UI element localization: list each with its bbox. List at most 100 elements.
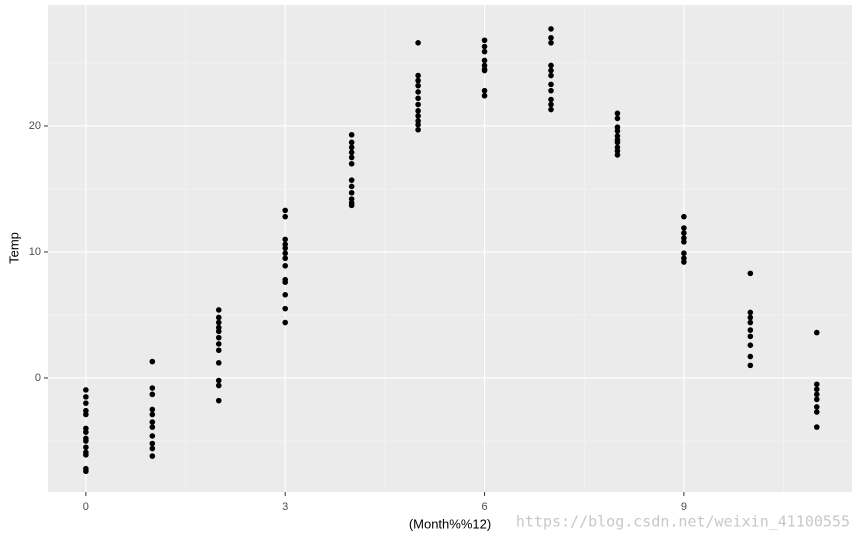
point	[348, 183, 355, 190]
point	[215, 341, 222, 347]
point	[415, 121, 421, 128]
point	[481, 48, 488, 55]
point	[813, 386, 820, 393]
x-axis-title: (Month%%12)	[409, 516, 491, 531]
point	[747, 353, 754, 360]
point	[282, 319, 289, 326]
point	[481, 57, 488, 64]
point	[215, 314, 222, 321]
point	[348, 189, 355, 196]
point	[813, 381, 820, 388]
point	[548, 26, 554, 32]
watermark: https://blog.csdn.net/weixin_41100555	[516, 513, 850, 531]
point	[215, 382, 222, 389]
point	[282, 279, 289, 286]
point	[747, 319, 754, 326]
point	[548, 106, 554, 113]
point	[282, 213, 289, 220]
point	[282, 292, 289, 298]
point	[548, 87, 554, 94]
point	[813, 424, 820, 430]
point	[813, 396, 820, 403]
y-axis-title: Temp	[6, 232, 21, 264]
point	[282, 305, 289, 312]
x-tick-label: 9	[681, 501, 687, 513]
point	[415, 72, 421, 79]
point	[149, 440, 156, 447]
point	[83, 394, 89, 400]
point	[481, 43, 488, 50]
point	[215, 328, 222, 335]
point	[348, 154, 355, 161]
point	[747, 314, 754, 321]
point	[747, 333, 754, 340]
point	[215, 377, 222, 384]
point	[348, 160, 355, 167]
point	[348, 144, 355, 151]
point	[415, 40, 421, 46]
y-tick-label: 20	[29, 120, 41, 132]
point	[548, 72, 554, 79]
point	[614, 152, 621, 158]
point	[747, 270, 754, 277]
point	[747, 327, 754, 333]
point	[548, 67, 554, 74]
point	[149, 411, 156, 418]
point	[415, 108, 421, 114]
point	[282, 207, 289, 214]
point	[149, 358, 156, 365]
point	[83, 400, 89, 406]
point	[813, 409, 820, 415]
point	[83, 387, 89, 393]
point	[282, 255, 289, 262]
point	[348, 177, 355, 183]
point	[83, 468, 89, 475]
point	[747, 342, 754, 349]
point	[282, 236, 289, 243]
point	[149, 445, 156, 452]
point	[548, 34, 554, 41]
point	[149, 453, 156, 459]
point	[681, 239, 687, 245]
x-tick-label: 3	[282, 501, 288, 513]
y-tick-label: 0	[35, 372, 41, 384]
point	[548, 96, 554, 103]
point	[83, 452, 89, 458]
point	[149, 424, 156, 430]
point	[548, 62, 554, 69]
y-tick-label: 10	[29, 246, 41, 258]
point	[481, 87, 488, 94]
point	[215, 319, 222, 326]
point	[614, 139, 621, 146]
point	[282, 250, 289, 257]
point	[548, 40, 554, 46]
point	[481, 37, 488, 44]
point	[614, 115, 621, 122]
point	[681, 259, 687, 265]
point	[215, 397, 222, 404]
point	[747, 309, 754, 316]
point	[415, 113, 421, 119]
point	[83, 429, 89, 435]
point	[415, 77, 421, 84]
point	[415, 89, 421, 95]
point	[149, 385, 156, 391]
point	[481, 92, 488, 99]
point	[83, 411, 89, 418]
point	[215, 347, 222, 354]
point	[548, 81, 554, 88]
point	[149, 419, 156, 425]
point	[481, 67, 488, 74]
point	[215, 307, 222, 313]
point	[348, 131, 355, 138]
point	[215, 360, 222, 366]
x-tick-label: 6	[481, 501, 487, 513]
x-tick-label: 0	[83, 501, 89, 513]
panel	[48, 5, 852, 492]
point	[149, 433, 156, 439]
point	[149, 391, 156, 398]
point	[415, 82, 421, 89]
point	[681, 230, 687, 236]
point	[747, 362, 754, 369]
